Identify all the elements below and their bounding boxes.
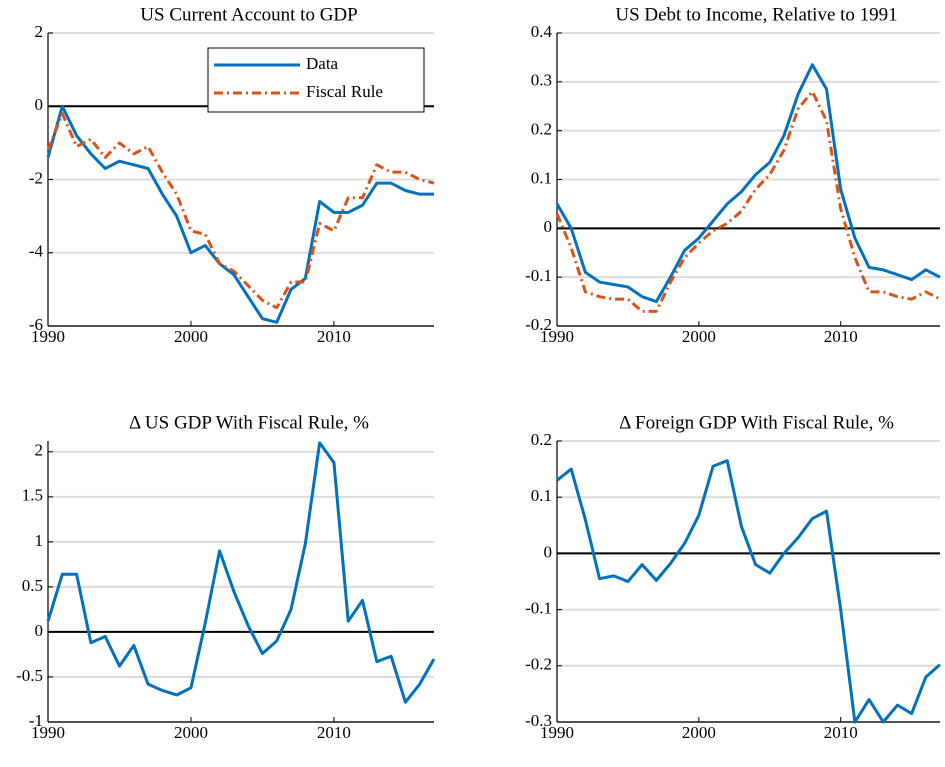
y-tick-label: 0.5 — [22, 576, 43, 595]
y-tick-label: -0.1 — [525, 599, 552, 618]
chart-title: Δ Foreign GDP With Fiscal Rule, % — [619, 412, 894, 433]
y-tick-label: -0.1 — [525, 266, 552, 285]
y-tick-label: -1 — [29, 711, 43, 730]
x-tick-label: 2010 — [317, 327, 351, 346]
chart-title: Δ US GDP With Fiscal Rule, % — [129, 412, 369, 433]
legend-label: Data — [306, 54, 339, 73]
series-line — [556, 459, 941, 724]
x-tick-label: 2000 — [682, 723, 716, 742]
y-tick-label: 2 — [35, 22, 44, 41]
y-tick-label: 0.3 — [531, 71, 552, 90]
y-tick-label: 0 — [544, 542, 553, 561]
x-tick-label: 1990 — [31, 723, 65, 742]
x-tick-label: 2000 — [174, 723, 208, 742]
y-tick-label: 0.4 — [531, 22, 553, 41]
series-line — [46, 112, 435, 310]
series-line — [46, 104, 434, 324]
y-tick-label: 0.2 — [531, 120, 552, 139]
y-tick-label: 0 — [544, 217, 553, 236]
y-tick-label: -0.2 — [525, 655, 552, 674]
y-tick-label: 0.2 — [531, 430, 552, 449]
y-tick-label: -2 — [29, 168, 43, 187]
x-tick-label: 1990 — [540, 327, 574, 346]
y-tick-label: -0.2 — [525, 315, 552, 334]
x-tick-label: 2010 — [824, 723, 858, 742]
series-line — [555, 63, 941, 304]
y-tick-label: -0.5 — [16, 666, 43, 685]
chart-title: US Current Account to GDP — [140, 4, 357, 25]
x-tick-label: 2010 — [824, 327, 858, 346]
x-tick-label: 2000 — [682, 327, 716, 346]
x-tick-label: 1990 — [540, 723, 574, 742]
y-tick-label: 0.1 — [531, 168, 552, 187]
series-line — [46, 441, 436, 704]
y-tick-label: 1 — [35, 531, 44, 550]
x-tick-label: 1990 — [31, 327, 65, 346]
x-tick-label: 2000 — [174, 327, 208, 346]
y-tick-label: 2 — [35, 441, 44, 460]
y-tick-label: -6 — [29, 315, 43, 334]
x-tick-label: 2010 — [317, 723, 351, 742]
y-tick-label: -0.3 — [525, 711, 552, 730]
chart-title: US Debt to Income, Relative to 1991 — [615, 4, 897, 25]
legend-box — [207, 47, 425, 113]
y-tick-label: 0.1 — [531, 486, 552, 505]
legend-label: Fiscal Rule — [306, 82, 383, 101]
y-tick-label: 1.5 — [22, 486, 43, 505]
y-tick-label: -4 — [29, 242, 44, 261]
y-tick-label: 0 — [35, 621, 44, 640]
series-line — [555, 90, 941, 313]
y-tick-label: 0 — [35, 95, 44, 114]
